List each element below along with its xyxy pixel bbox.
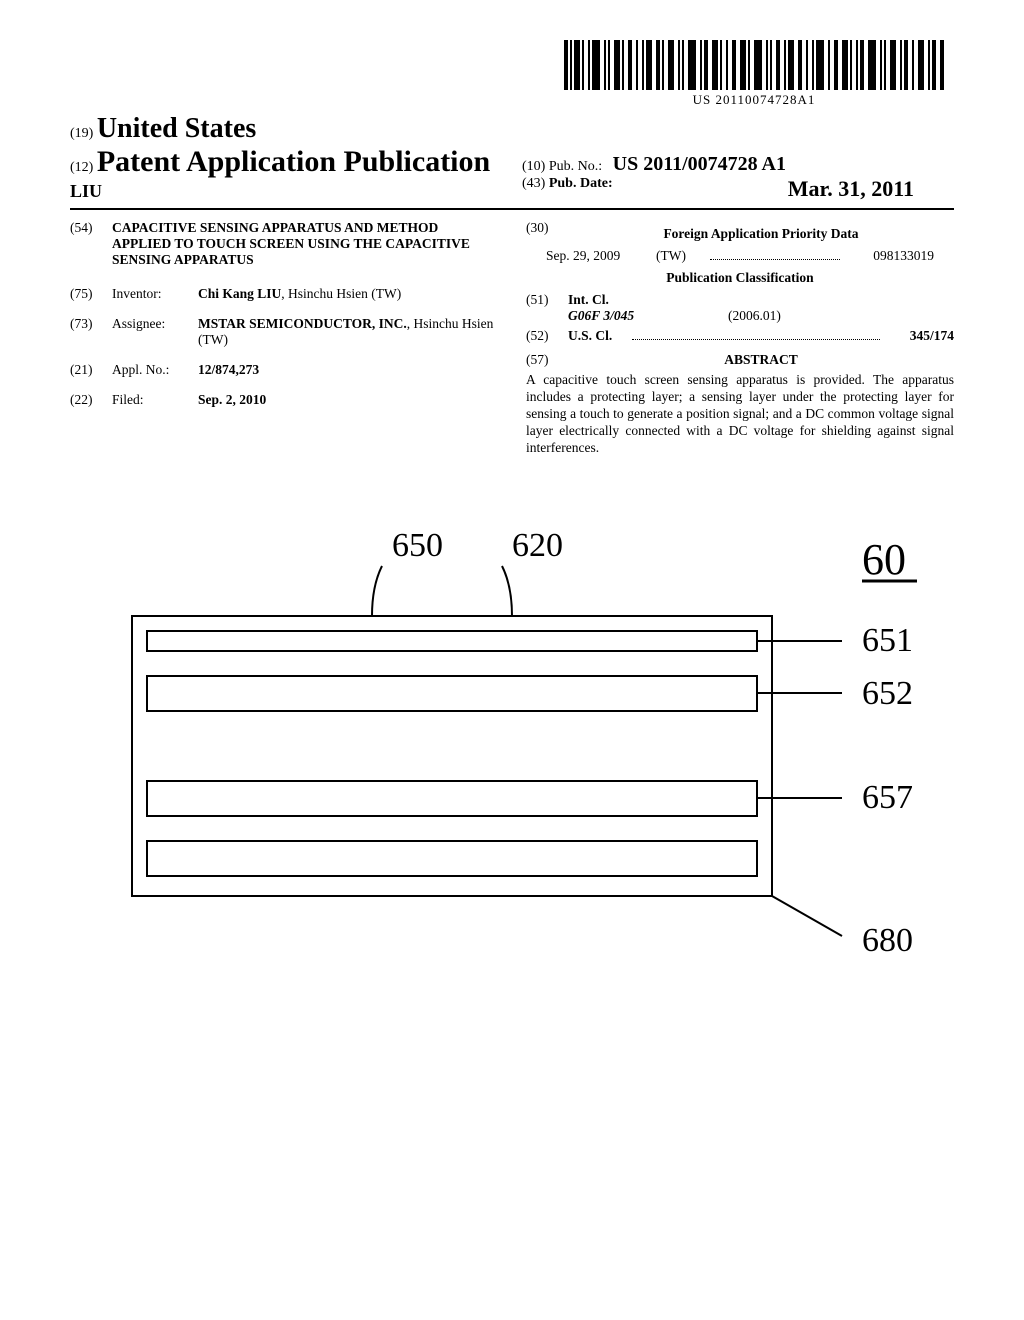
applno-code: (21) (70, 362, 112, 378)
assignee-code: (73) (70, 316, 112, 348)
fig-label-657: 657 (862, 779, 913, 816)
pap-code: (12) (70, 160, 93, 175)
country-code: (19) (70, 126, 93, 141)
uscl-dots (632, 328, 880, 340)
barcode-text: US 20110074728A1 (564, 92, 944, 108)
uscl-val: 345/174 (884, 328, 954, 344)
uscl-code: (52) (526, 328, 568, 344)
title-code: (54) (70, 220, 112, 268)
invention-title: CAPACITIVE SENSING APPARATUS AND METHOD … (112, 220, 498, 268)
intcl-edition: (2006.01) (728, 308, 781, 324)
country-name: United States (97, 113, 256, 144)
uscl-label: U.S. Cl. (568, 328, 628, 344)
filed-val: Sep. 2, 2010 (198, 392, 498, 408)
fig-label-60: 60 (862, 535, 906, 584)
pubno-code: (10) (522, 159, 545, 174)
assignee-label: Assignee: (112, 316, 198, 348)
intcl-label: Int. Cl. (568, 292, 609, 308)
foreign-dots (710, 248, 840, 260)
inventor-name: Chi Kang LIU (198, 286, 281, 301)
fig-label-620: 620 (512, 527, 563, 564)
abstract-text: A capacitive touch screen sensing appara… (526, 372, 954, 456)
intcl-class: G06F 3/045 (568, 308, 728, 324)
filed-code: (22) (70, 392, 112, 408)
header-row: (19) United States (12) Patent Applicati… (70, 113, 954, 202)
author-line: LIU (70, 181, 502, 202)
abstract-code: (57) (526, 352, 568, 368)
right-column: (30) Foreign Application Priority Data S… (526, 220, 954, 456)
inventor-code: (75) (70, 286, 112, 302)
inventor-label: Inventor: (112, 286, 198, 302)
fig-label-651: 651 (862, 622, 913, 659)
assignee-name: MSTAR SEMICONDUCTOR, INC. (198, 316, 407, 331)
abstract-label: ABSTRACT (568, 352, 954, 368)
foreign-date: Sep. 29, 2009 (546, 248, 656, 264)
pap-title: Patent Application Publication (97, 145, 490, 178)
foreign-heading: Foreign Application Priority Data (568, 226, 954, 242)
applno-label: Appl. No.: (112, 362, 198, 378)
pubdate-val: Mar. 31, 2011 (788, 176, 954, 202)
bibliographic-data: (54) CAPACITIVE SENSING APPARATUS AND ME… (70, 220, 954, 456)
pubno-val: US 2011/0074728 A1 (613, 153, 786, 175)
barcode-block: US 20110074728A1 (70, 40, 954, 109)
figure: 650 620 60 651 652 657 680 (70, 496, 954, 996)
applno-val: 12/874,273 (198, 362, 498, 378)
pubno-label: Pub. No.: (549, 159, 602, 174)
intcl-code: (51) (526, 292, 568, 308)
fig-label-652: 652 (862, 675, 913, 712)
pubdate-code: (43) (522, 176, 545, 202)
fig-label-650: 650 (392, 527, 443, 564)
header-rule (70, 208, 954, 210)
pubclass-heading: Publication Classification (526, 270, 954, 286)
left-column: (54) CAPACITIVE SENSING APPARATUS AND ME… (70, 220, 498, 456)
inventor-loc: , Hsinchu Hsien (TW) (281, 286, 401, 301)
pubdate-label: Pub. Date: (549, 176, 613, 202)
filed-label: Filed: (112, 392, 198, 408)
foreign-code: (30) (526, 220, 568, 248)
fig-label-680: 680 (862, 922, 913, 959)
barcode: US 20110074728A1 (564, 40, 944, 108)
foreign-number: 098133019 (844, 248, 934, 264)
foreign-country: (TW) (656, 248, 706, 264)
